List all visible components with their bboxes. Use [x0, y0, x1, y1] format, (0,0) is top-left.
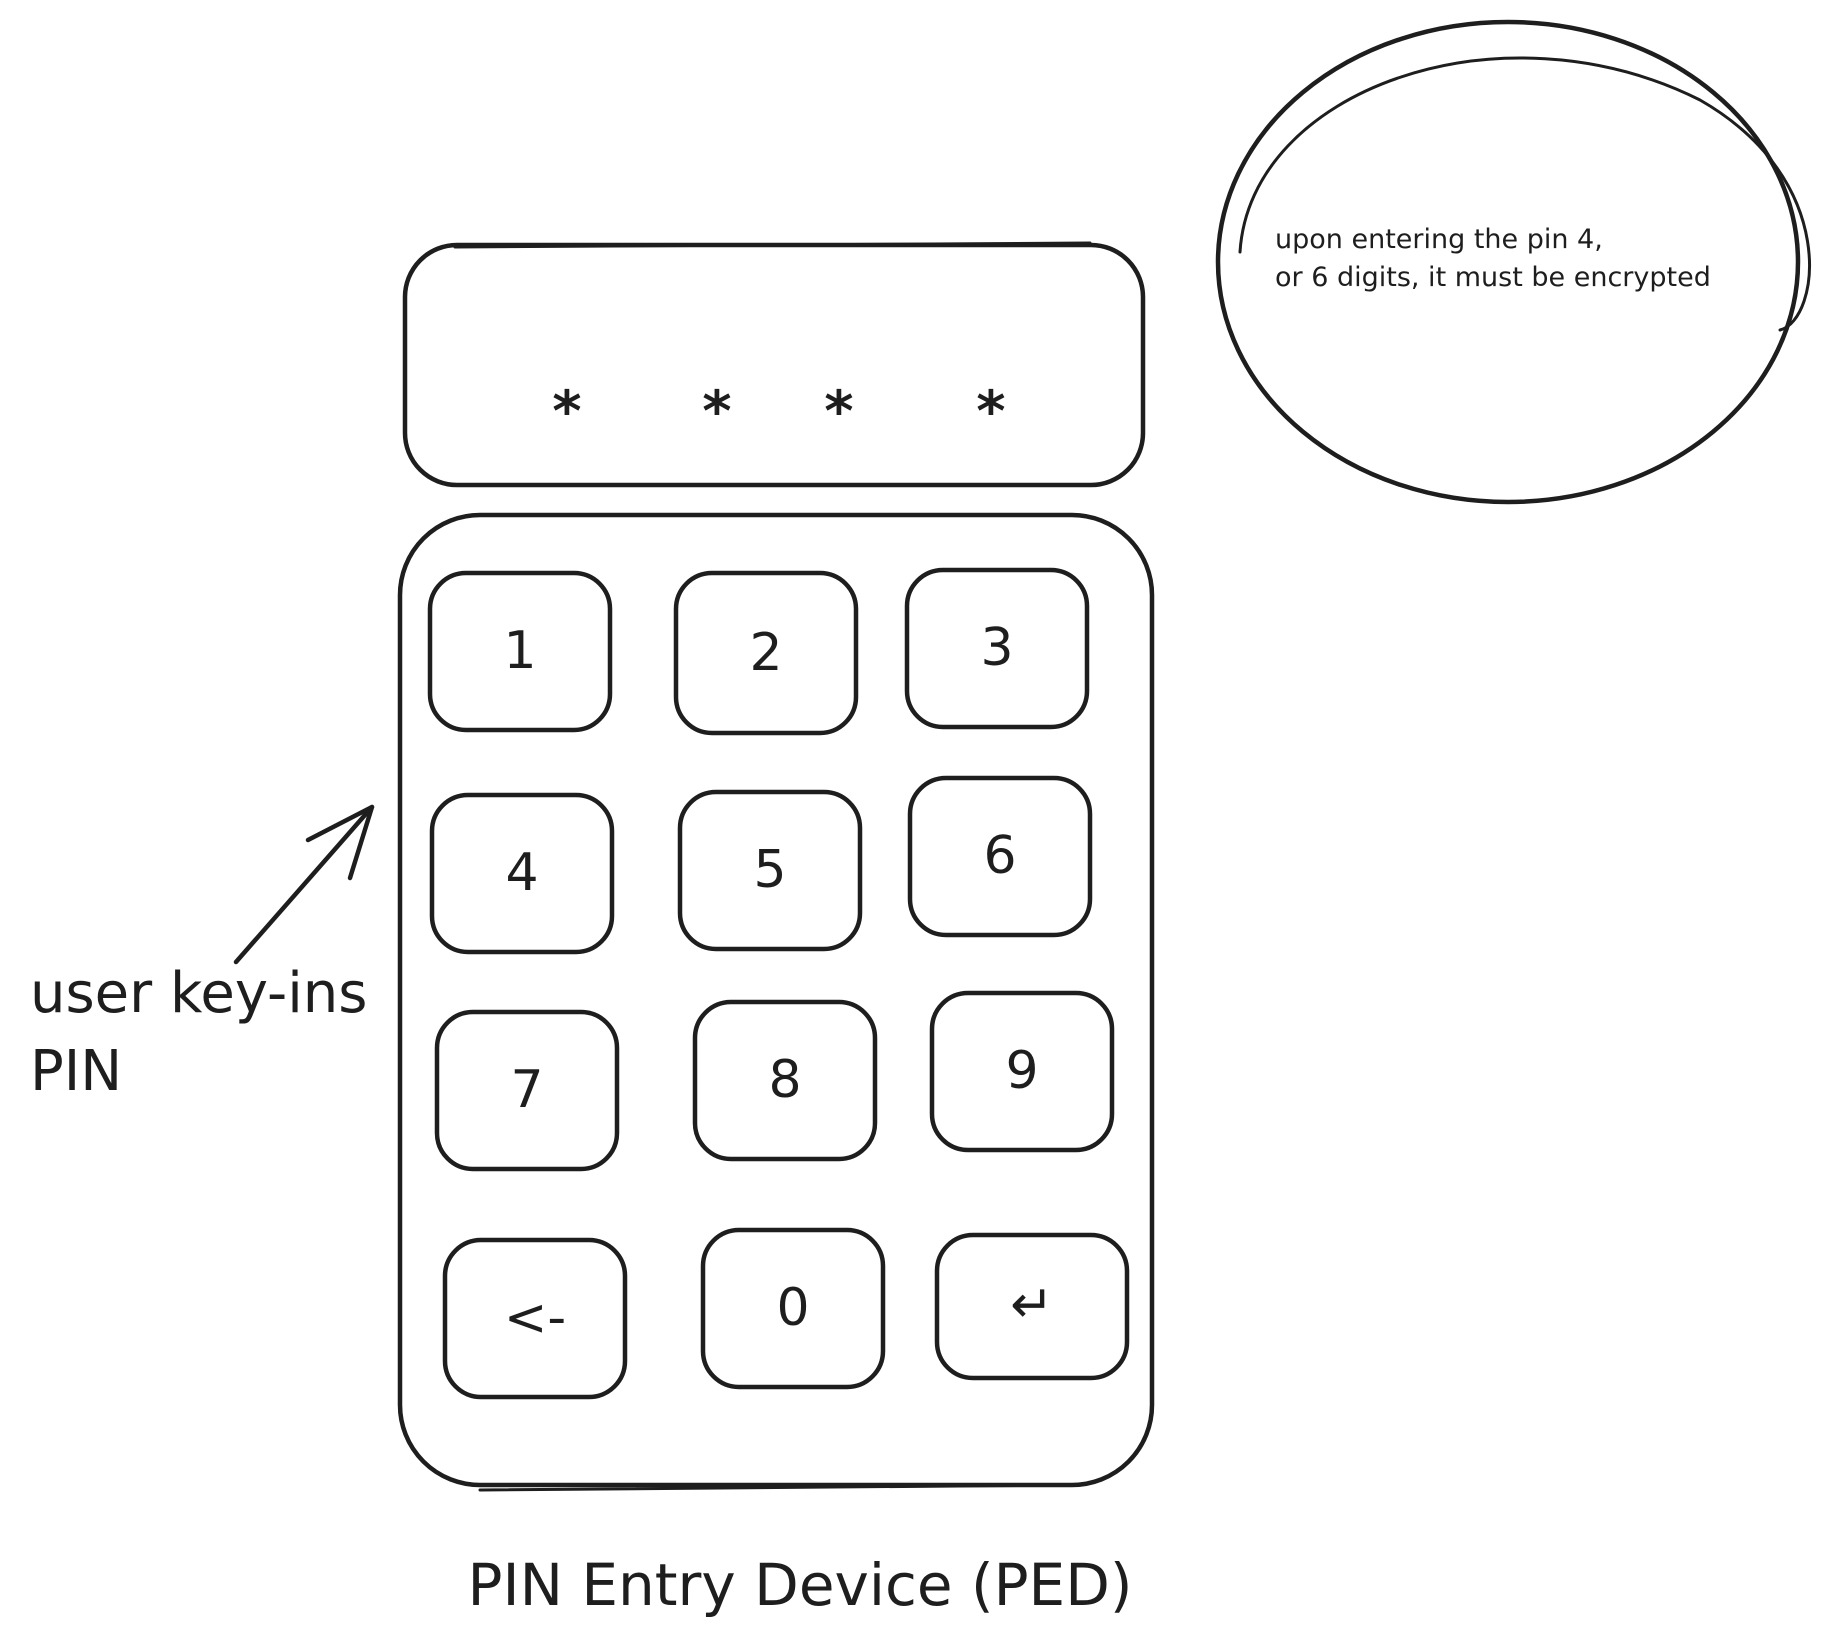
key-7-cap[interactable] [434, 1009, 620, 1172]
key-0[interactable]: 0 [700, 1227, 886, 1390]
note-bubble: upon entering the pin 4, or 6 digits, it… [1215, 19, 1811, 505]
keypad-body [397, 512, 1155, 1492]
keypad-sketch-line [478, 1483, 1077, 1492]
user-arrow [233, 804, 375, 965]
masked-digit-4: * [974, 380, 1008, 445]
pin-display-sketch-line [453, 241, 1092, 249]
key-7[interactable]: 7 [434, 1009, 620, 1172]
masked-digit-2: * [700, 380, 734, 445]
keypad-keys: 1 2 3 4 5 6 7 8 [427, 567, 1130, 1400]
key-5-cap[interactable] [677, 789, 863, 952]
keypad-frame [397, 512, 1155, 1488]
key-2[interactable]: 2 [673, 570, 859, 736]
key-backspace-label: <- [504, 1288, 566, 1348]
key-0-cap[interactable] [700, 1227, 886, 1390]
key-2-cap[interactable] [673, 570, 859, 736]
key-7-label: 7 [510, 1060, 543, 1120]
key-6-label: 6 [983, 826, 1016, 886]
key-backspace-cap[interactable] [442, 1237, 628, 1400]
key-9[interactable]: 9 [929, 990, 1115, 1153]
key-8-label: 8 [768, 1050, 801, 1110]
key-1[interactable]: 1 [427, 570, 613, 733]
pin-display-frame [402, 242, 1146, 488]
key-3-label: 3 [980, 618, 1013, 678]
key-0-label: 0 [776, 1278, 809, 1338]
key-backspace[interactable]: <- [442, 1237, 628, 1400]
key-enter-cap[interactable] [934, 1232, 1130, 1381]
pin-display: * * * * [402, 241, 1146, 488]
key-8-cap[interactable] [692, 999, 878, 1162]
note-line-1: upon entering the pin 4, [1275, 224, 1603, 255]
note-bubble-second-stroke [1238, 56, 1811, 332]
user-arrow-shaft [233, 804, 375, 965]
note-line-2: or 6 digits, it must be encrypted [1275, 262, 1711, 293]
user-arrow-head [305, 804, 375, 881]
key-4-label: 4 [505, 843, 538, 903]
key-4[interactable]: 4 [429, 792, 615, 955]
device-caption: PIN Entry Device (PED) [468, 1551, 1133, 1619]
key-9-cap[interactable] [929, 990, 1115, 1153]
user-label-line-2: PIN [30, 1039, 122, 1104]
note-bubble-outline [1215, 19, 1801, 505]
key-3-cap[interactable] [904, 567, 1090, 730]
key-6[interactable]: 6 [907, 775, 1093, 938]
key-2-label: 2 [749, 623, 782, 683]
key-5-label: 5 [753, 840, 786, 900]
key-1-label: 1 [503, 621, 536, 681]
key-9-label: 9 [1005, 1041, 1038, 1101]
key-6-cap[interactable] [907, 775, 1093, 938]
key-8[interactable]: 8 [692, 999, 878, 1162]
key-3[interactable]: 3 [904, 567, 1090, 730]
user-label-line-1: user key-ins [30, 961, 367, 1026]
user-label: user key-ins PIN [30, 961, 367, 1104]
key-1-cap[interactable] [427, 570, 613, 733]
key-5[interactable]: 5 [677, 789, 863, 952]
key-enter[interactable]: ↵ [934, 1232, 1130, 1381]
key-4-cap[interactable] [429, 792, 615, 955]
key-enter-label: ↵ [1010, 1275, 1054, 1335]
masked-digit-3: * [822, 380, 856, 445]
masked-digit-1: * [550, 380, 584, 445]
